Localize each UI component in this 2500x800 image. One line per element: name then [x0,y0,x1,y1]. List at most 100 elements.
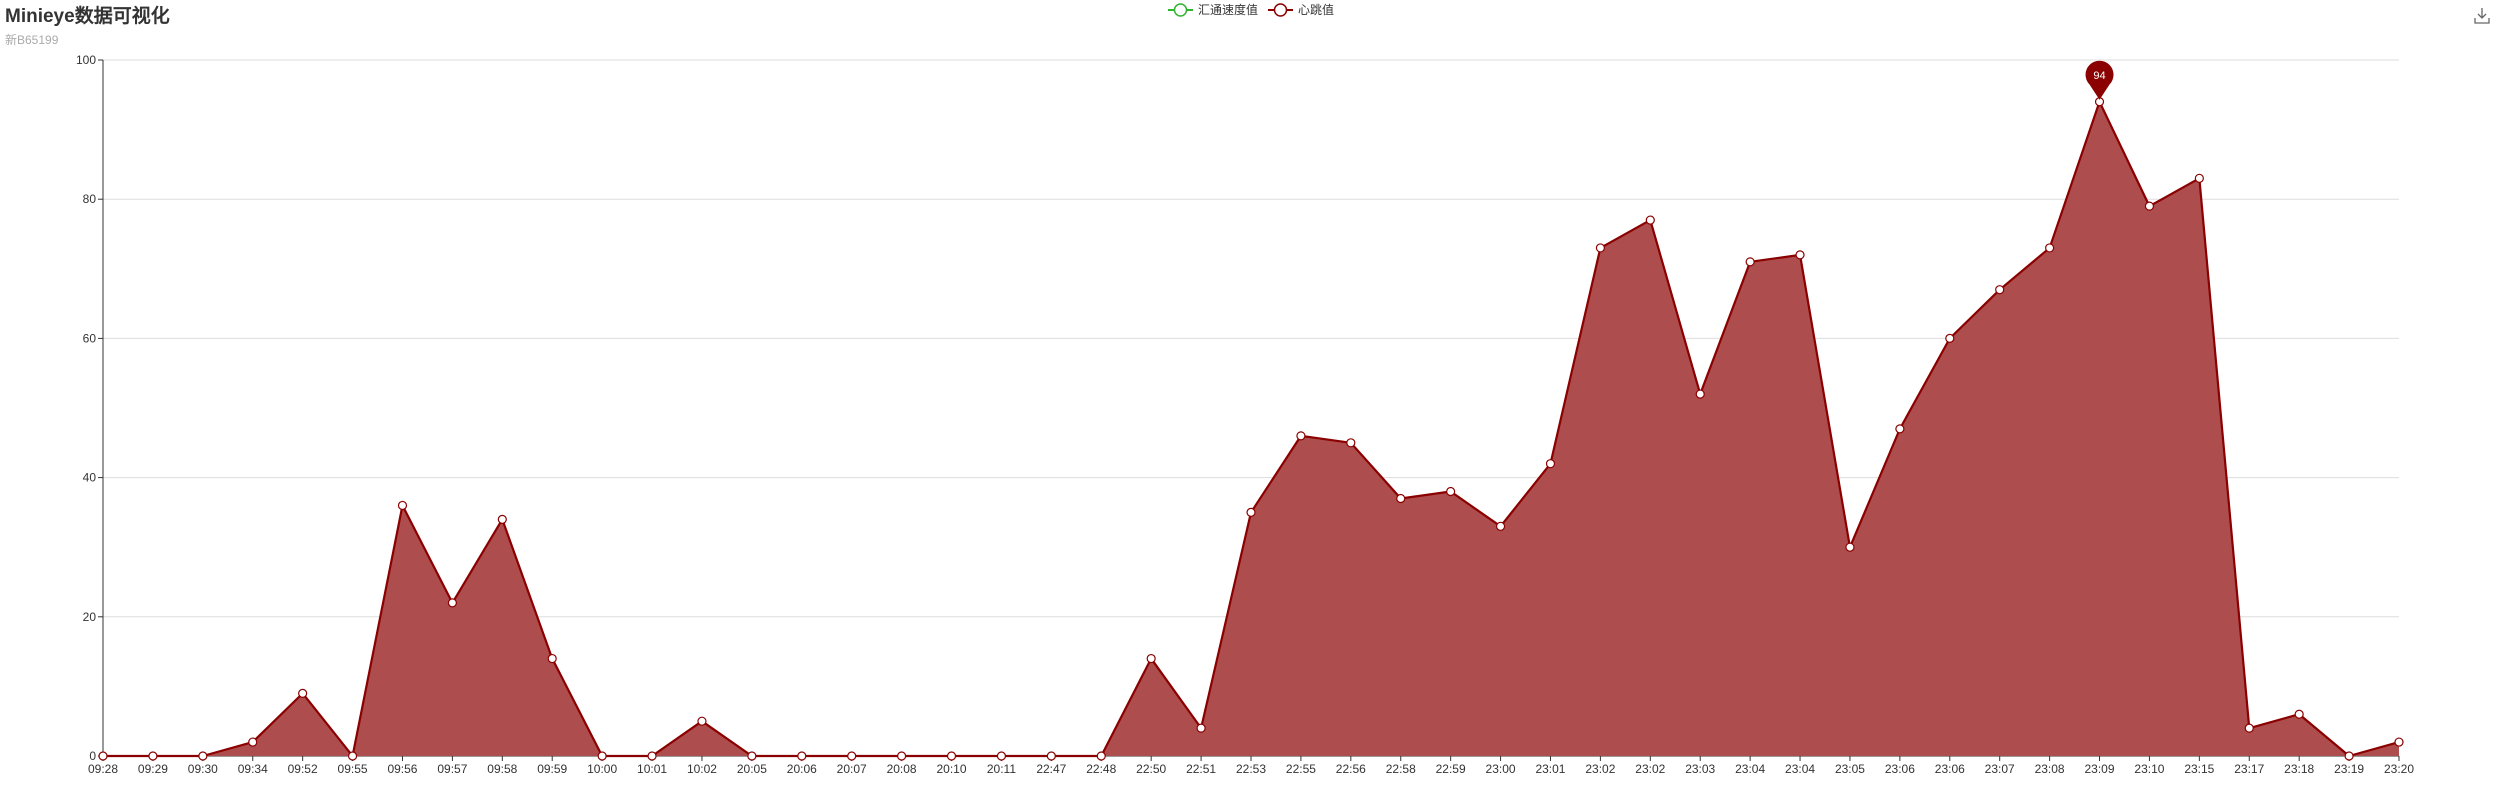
y-tick-label: 20 [83,610,97,624]
y-tick-label: 80 [83,192,97,206]
data-point[interactable] [1396,493,1406,504]
data-point[interactable] [1845,542,1855,552]
data-point[interactable] [347,751,358,761]
download-icon[interactable] [2472,6,2492,26]
x-tick-label: 22:50 [1136,762,1166,776]
data-point[interactable] [1495,521,1506,531]
data-point[interactable] [1346,438,1356,448]
data-point[interactable] [797,751,807,761]
x-tick-label: 09:29 [138,762,168,776]
x-tick-label: 22:53 [1236,762,1266,776]
data-point[interactable] [1995,285,2005,295]
data-point[interactable] [996,751,1007,761]
data-point[interactable] [2394,737,2404,747]
markpoint-pin[interactable] [2085,60,2114,100]
data-point[interactable] [897,751,907,761]
data-point[interactable] [98,751,108,761]
data-point[interactable] [1945,333,1955,343]
x-tick-label: 09:58 [487,762,517,776]
x-tick-label: 23:04 [1735,762,1765,776]
data-point[interactable] [2045,243,2055,253]
x-tick-label: 09:34 [238,762,268,776]
x-tick-label: 10:00 [587,762,617,776]
x-tick-label: 09:52 [288,762,318,776]
data-point[interactable] [747,751,757,761]
data-point[interactable] [397,500,408,511]
data-point[interactable] [1645,215,1655,225]
x-tick-label: 22:47 [1036,762,1066,776]
data-point[interactable] [1695,389,1705,399]
y-tick-label: 40 [83,471,97,485]
x-tick-label: 23:17 [2234,762,2264,776]
x-tick-label: 20:10 [937,762,967,776]
data-point[interactable] [1446,486,1456,497]
x-tick-label: 23:03 [1685,762,1715,776]
y-tick-label: 0 [89,749,96,763]
data-point[interactable] [547,653,557,664]
x-tick-label: 09:55 [338,762,368,776]
data-point[interactable] [198,751,208,761]
data-point[interactable] [946,751,957,761]
data-point[interactable] [1795,250,1805,260]
data-point[interactable] [1595,243,1605,253]
data-point[interactable] [847,751,857,761]
data-point[interactable] [647,751,657,761]
markpoint-label: 94 [2093,70,2105,82]
x-tick-label: 23:15 [2184,762,2214,776]
y-tick-label: 100 [76,53,96,67]
legend-swatch-marker[interactable] [1173,3,1188,17]
x-tick-label: 09:57 [437,762,467,776]
data-point[interactable] [2344,751,2354,761]
x-tick-label: 23:01 [1535,762,1565,776]
x-tick-label: 22:59 [1436,762,1466,776]
x-tick-label: 09:28 [88,762,118,776]
data-point[interactable] [1146,653,1156,664]
x-tick-label: 20:11 [987,762,1016,776]
data-point[interactable] [1296,431,1306,441]
y-tick-label: 60 [83,331,97,345]
x-tick-label: 23:09 [2085,762,2115,776]
x-tick-label: 23:02 [1585,762,1615,776]
data-point[interactable] [497,514,507,524]
x-tick-label: 22:58 [1386,762,1416,776]
data-point[interactable] [1895,424,1905,434]
x-tick-label: 23:20 [2384,762,2414,776]
x-tick-label: 23:04 [1785,762,1815,776]
x-tick-label: 22:51 [1186,762,1216,776]
x-tick-label: 23:19 [2334,762,2364,776]
chart-title: Minieye数据可视化 [5,6,170,27]
data-point[interactable] [447,598,457,608]
series-area [103,101,2399,756]
x-tick-label: 23:06 [1935,762,1965,776]
legend-label[interactable]: 汇通速度值 [1198,2,1258,17]
data-point[interactable] [2194,173,2204,183]
x-tick-label: 22:48 [1086,762,1116,776]
x-tick-label: 23:07 [1985,762,2015,776]
x-tick-label: 22:56 [1336,762,1366,776]
x-tick-label: 23:06 [1885,762,1915,776]
data-point[interactable] [148,751,158,761]
x-tick-label: 10:02 [687,762,717,776]
legend-swatch-marker[interactable] [1273,3,1288,17]
data-point[interactable] [248,737,258,747]
data-point[interactable] [2144,201,2155,211]
data-point[interactable] [1196,723,1206,733]
data-point[interactable] [1545,459,1556,469]
data-point[interactable] [298,688,308,698]
x-tick-label: 10:01 [637,762,667,776]
data-point[interactable] [2294,709,2304,719]
data-point[interactable] [1046,751,1056,761]
x-tick-label: 09:59 [537,762,567,776]
x-tick-label: 20:05 [737,762,767,776]
data-point[interactable] [1745,257,1755,267]
data-point[interactable] [597,751,607,761]
data-point[interactable] [1096,751,1106,761]
x-tick-label: 22:55 [1286,762,1316,776]
x-tick-label: 23:05 [1835,762,1865,776]
x-tick-label: 09:30 [188,762,218,776]
data-point[interactable] [697,716,707,726]
legend-label[interactable]: 心跳值 [1298,2,1334,17]
data-point[interactable] [1246,507,1256,518]
x-tick-label: 23:10 [2134,762,2164,776]
data-point[interactable] [2244,723,2254,733]
